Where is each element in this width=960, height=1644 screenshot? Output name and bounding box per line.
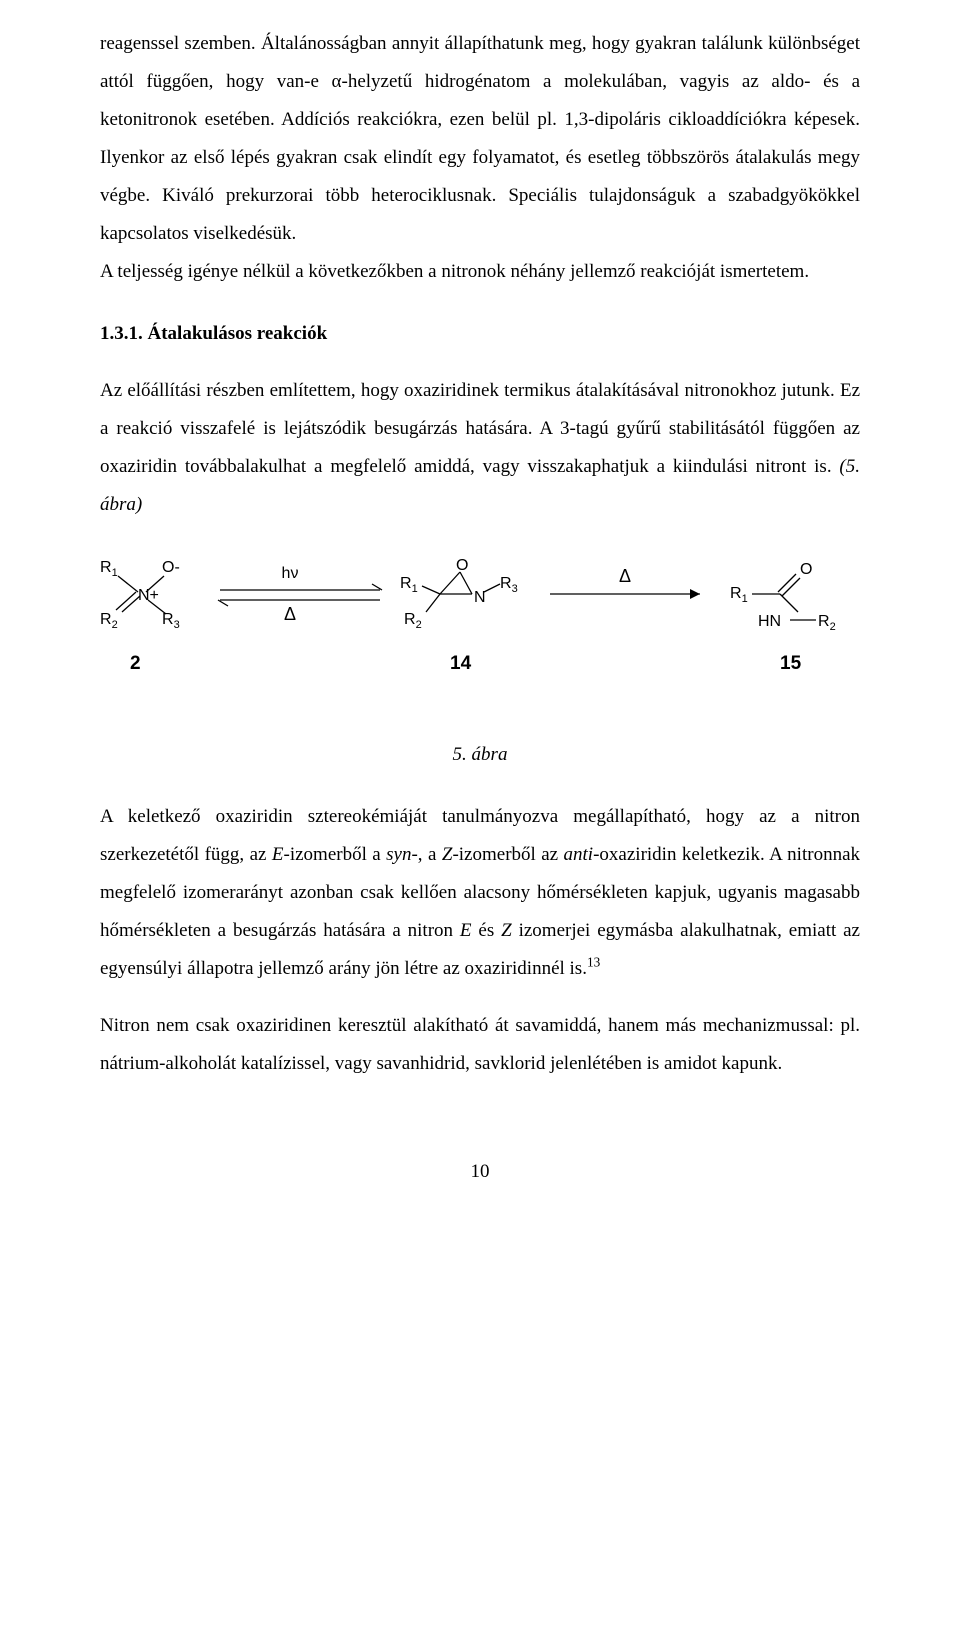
svg-text:R3: R3 [162,611,180,631]
reaction-scheme: R1 O- N+ R2 R3 [100,554,860,718]
equilibrium-arrows: hν Δ [218,565,382,624]
document-page: reagenssel szemben. Általánosságban anny… [0,0,960,1231]
text: -izomerből az [452,844,563,865]
svg-text:R2: R2 [100,611,118,631]
svg-text:hν: hν [282,565,299,582]
text: A teljesség igénye nélkül a következőkbe… [100,261,809,282]
svg-text:N+: N+ [138,587,159,604]
svg-text:14: 14 [450,653,472,674]
svg-text:R2: R2 [818,613,836,633]
svg-text:R1: R1 [400,575,418,595]
text: és [472,920,502,941]
svg-text:O: O [456,557,468,574]
text-italic: E [460,920,472,941]
svg-text:2: 2 [130,653,141,674]
paragraph-2: Az előállítási részben említettem, hogy … [100,372,860,524]
reference-superscript: 13 [587,955,600,970]
svg-text:15: 15 [780,653,802,674]
svg-text:HN: HN [758,613,781,630]
text: Az előállítási részben említettem, hogy … [100,380,860,477]
svg-text:O: O [800,561,812,578]
structure-15: R1 O HN R2 15 [730,561,836,674]
svg-text:R3: R3 [500,575,518,595]
svg-text:R2: R2 [404,611,422,631]
text-italic: syn [386,844,411,865]
paragraph-1: reagenssel szemben. Általánosságban anny… [100,25,860,291]
text-italic: anti [564,844,594,865]
forward-arrow: Δ [550,566,700,599]
paragraph-4: Nitron nem csak oxaziridinen keresztül a… [100,1007,860,1083]
figure-caption: 5. ábra [100,736,860,774]
text: -izomerből a [284,844,387,865]
svg-text:R1: R1 [730,585,748,605]
paragraph-3: A keletkező oxaziridin sztereokémiáját t… [100,798,860,988]
page-number: 10 [100,1153,860,1191]
svg-text:O-: O- [162,559,180,576]
svg-text:Δ: Δ [619,566,631,586]
reaction-svg: R1 O- N+ R2 R3 [100,554,860,714]
text-italic: Z [442,844,453,865]
section-heading: 1.3.1. Átalakulásos reakciók [100,315,860,353]
text-italic: Z [501,920,512,941]
text-italic: E [272,844,284,865]
svg-text:R1: R1 [100,559,118,579]
text: reagenssel szemben. Általánosságban anny… [100,33,860,244]
structure-2: R1 O- N+ R2 R3 [100,559,180,674]
svg-text:Δ: Δ [284,604,296,624]
text: -, a [411,844,441,865]
structure-14: R1 O N R2 R3 14 [400,557,518,674]
